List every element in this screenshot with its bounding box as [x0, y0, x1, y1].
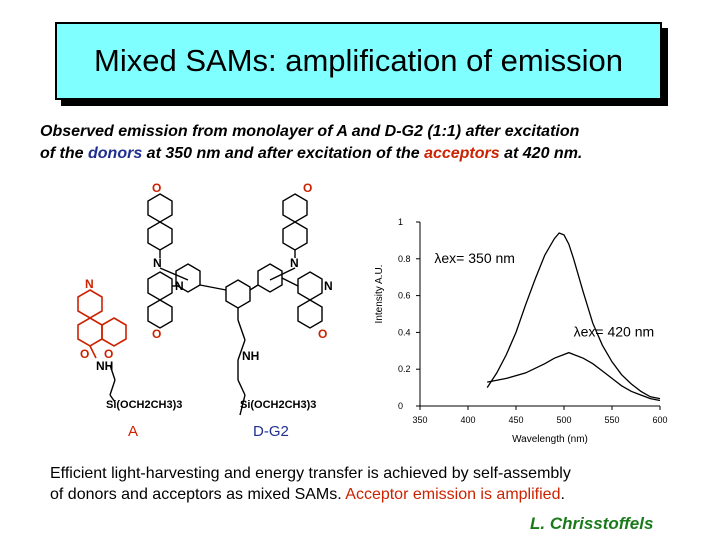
slide-title: Mixed SAMs: amplification of emission — [94, 43, 623, 78]
y-tick-label: 0.2 — [398, 364, 411, 374]
author-name: L. Chrisstoffels — [530, 514, 654, 533]
x-tick-label: 450 — [508, 415, 523, 425]
x-tick-label: 550 — [604, 415, 619, 425]
series-line-2 — [487, 351, 661, 402]
acceptors-word: acceptors — [424, 145, 500, 162]
acceptor-A-rings — [77, 289, 127, 359]
chemical-structure: O O N N N N O O N O O NH NH Si(OCH2CH3)3… — [77, 181, 333, 440]
x-axis-label: Wavelength (nm) — [512, 434, 588, 445]
emission-chart: 0 0.2 0.4 0.6 0.8 1 350 400 450 500 550 600 Waveleng… — [374, 217, 668, 445]
series-line-1 — [486, 232, 661, 400]
silane-DG2: Si(OCH2CH3)3 — [240, 399, 316, 411]
nh-DG2: NH — [242, 349, 259, 363]
label-A: A — [128, 423, 138, 440]
conclusion-part-a: of donors and acceptors as mixed SAMs. — [50, 486, 346, 503]
nh-A: NH — [96, 359, 113, 373]
x-tick-label: 350 — [412, 415, 427, 425]
y-tick-label: 1 — [398, 217, 403, 227]
intro-part-c: at 420 nm. — [499, 145, 583, 162]
aryl-ring-1 — [175, 263, 201, 293]
y-tick-label: 0.4 — [398, 327, 411, 337]
annotation-350nm: λex= 350 nm — [434, 250, 515, 266]
conclusion-line-2: of donors and acceptors as mixed SAMs. A… — [50, 484, 700, 505]
conclusion-text: Efficient light-harvesting and energy tr… — [50, 463, 700, 505]
atom-n-2: N — [290, 256, 299, 270]
y-axis-label: Intensity A.U. — [374, 265, 385, 324]
y-tick-label: 0.8 — [398, 254, 411, 264]
donors-word: donors — [88, 145, 143, 162]
x-tick-label: 600 — [652, 415, 667, 425]
donor-ring-2 — [282, 193, 308, 223]
silane-A: Si(OCH2CH3)3 — [106, 399, 182, 411]
atom-n-3: N — [175, 279, 184, 293]
atom-n-4: N — [324, 279, 333, 293]
atom-o-4: O — [318, 327, 327, 341]
donor-ring-1 — [147, 193, 173, 223]
intro-text: Observed emission from monolayer of A an… — [40, 121, 690, 165]
atom-o-acceptor: O — [104, 347, 113, 361]
x-tick-label: 400 — [460, 415, 475, 425]
y-tick-label: 0 — [398, 401, 403, 411]
conclusion-line-1: Efficient light-harvesting and energy tr… — [50, 465, 571, 482]
atom-o-acceptor-2: O — [80, 347, 89, 361]
atom-n-1: N — [153, 256, 162, 270]
intro-line-2: of the donors at 350 nm and after excita… — [40, 143, 690, 165]
atom-n-acceptor: N — [85, 277, 94, 291]
y-tick-label: 0.6 — [398, 291, 411, 301]
atom-o-2: O — [303, 181, 312, 195]
conclusion-part-c: . — [560, 486, 565, 503]
intro-part-a: of the — [40, 145, 88, 162]
atom-o-1: O — [152, 181, 161, 195]
title-box: Mixed SAMs: amplification of emission — [55, 22, 662, 100]
atom-o-3: O — [152, 327, 161, 341]
annotation-420nm: λex= 420 nm — [574, 323, 655, 339]
core-ring — [225, 279, 251, 309]
label-DG2: D-G2 — [253, 423, 289, 440]
acceptor-amplified: Acceptor emission is amplified — [345, 486, 561, 503]
x-tick-label: 500 — [556, 415, 571, 425]
aryl-ring-2 — [257, 263, 283, 293]
intro-line-1: Observed emission from monolayer of A an… — [40, 123, 580, 140]
intro-part-b: at 350 nm and after excitation of the — [142, 145, 425, 162]
